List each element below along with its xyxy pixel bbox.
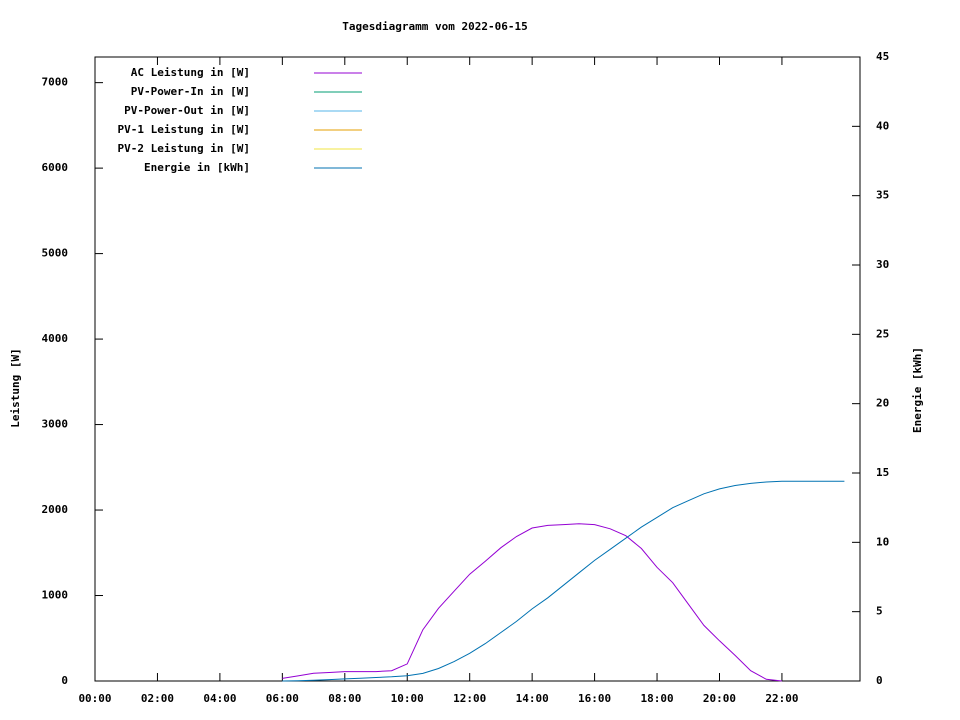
y2-tick-label: 45: [876, 50, 889, 63]
y2-tick-label: 0: [876, 674, 883, 687]
x-tick-label: 22:00: [765, 692, 798, 705]
x-tick-label: 12:00: [453, 692, 486, 705]
y2-axis-label: Energie [kWh]: [911, 347, 924, 433]
y-tick-label: 7000: [42, 76, 69, 89]
legend-label: PV-Power-In in [W]: [131, 85, 250, 98]
series-line: [282, 480, 845, 682]
x-tick-label: 08:00: [328, 692, 361, 705]
y2-tick-label: 25: [876, 327, 889, 340]
plot-frame: [94, 56, 861, 682]
y2-tick-label: 5: [876, 605, 883, 618]
y-tick-label: 0: [61, 674, 68, 687]
y2-tick-label: 20: [876, 397, 889, 410]
legend-label: Energie in [kWh]: [144, 161, 250, 174]
x-tick-label: 10:00: [391, 692, 424, 705]
y-tick-label: 2000: [42, 503, 69, 516]
legend-label: PV-1 Leistung in [W]: [118, 123, 250, 136]
x-tick-label: 02:00: [141, 692, 174, 705]
y2-tick-label: 35: [876, 189, 889, 202]
legend-label: PV-2 Leistung in [W]: [118, 142, 250, 155]
series-line: [282, 523, 782, 682]
x-tick-label: 04:00: [203, 692, 236, 705]
y-tick-label: 1000: [42, 589, 69, 602]
y2-tick-label: 40: [876, 119, 889, 132]
y2-tick-label: 15: [876, 466, 889, 479]
y2-tick-label: 10: [876, 535, 889, 548]
x-tick-label: 20:00: [703, 692, 736, 705]
y-axis-label: Leistung [W]: [9, 348, 22, 427]
x-tick-label: 00:00: [78, 692, 111, 705]
y-tick-label: 6000: [42, 161, 69, 174]
y-tick-label: 3000: [42, 418, 69, 431]
legend-label: PV-Power-Out in [W]: [124, 104, 250, 117]
chart-title: Tagesdiagramm vom 2022-06-15: [342, 20, 527, 33]
x-tick-label: 06:00: [266, 692, 299, 705]
legend-label: AC Leistung in [W]: [131, 66, 250, 79]
y-tick-label: 5000: [42, 247, 69, 260]
x-tick-label: 16:00: [578, 692, 611, 705]
x-tick-label: 18:00: [640, 692, 673, 705]
y-tick-label: 4000: [42, 332, 69, 345]
y2-tick-label: 30: [876, 258, 889, 271]
x-tick-label: 14:00: [516, 692, 549, 705]
